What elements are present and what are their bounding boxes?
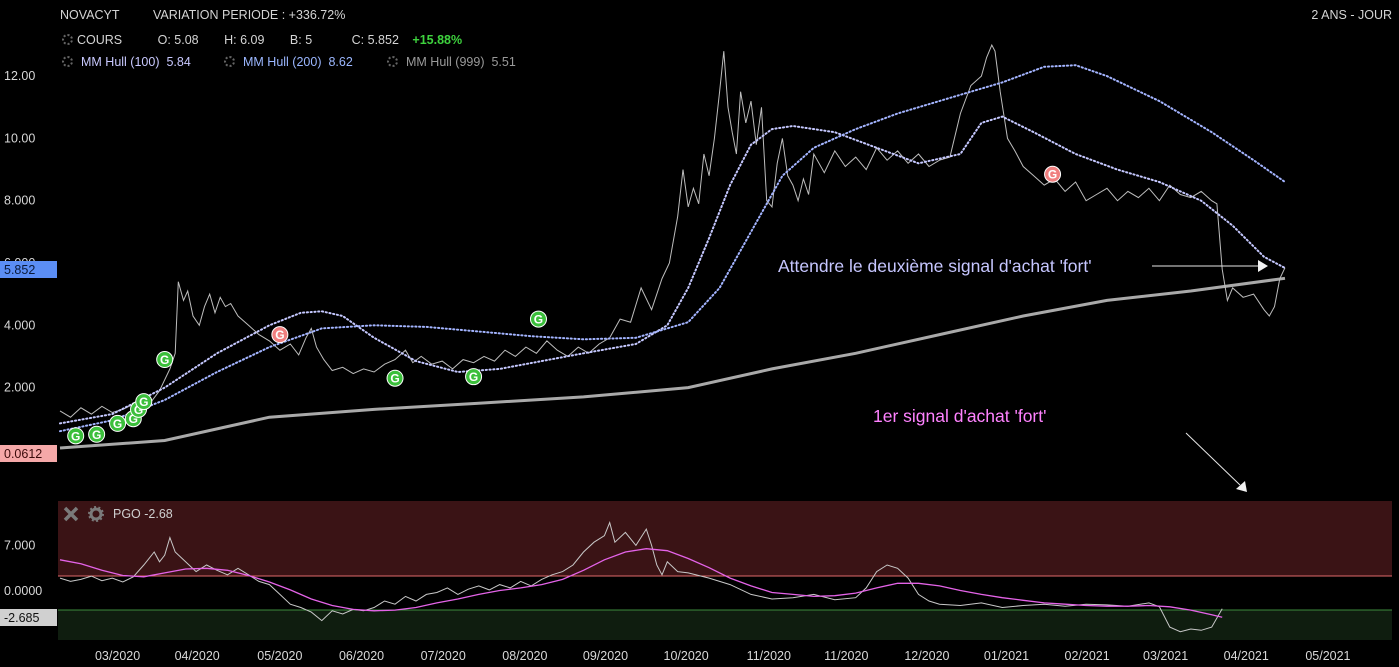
x-tick-label: 12/2020 [904,649,949,663]
variation-period: VARIATION PERIODE : +336.72% [153,8,346,22]
x-tick-label: 05/2021 [1305,649,1350,663]
annotation-first-signal: 1er signal d'achat 'fort' [873,406,1046,426]
svg-text:G: G [134,403,143,417]
x-tick-label: 09/2020 [583,649,628,663]
hull-100-label: MM Hull (100) [81,55,160,69]
hull-999-gear-icon[interactable] [387,56,398,67]
cours-row: COURS O: 5.08 H: 6.09 B: 5 C: 5.852 +15.… [62,33,466,47]
buy-signal-marker: G [88,425,106,443]
hull-200-label: MM Hull (200) [243,55,322,69]
buy-signal-marker: G [135,393,153,411]
hull-999-label: MM Hull (999) [406,55,485,69]
svg-text:G: G [469,370,478,384]
price-series [59,43,1286,418]
pgo-y-tick-label: 7.000 [4,538,35,552]
high-value: H: 6.09 [224,33,265,47]
hull-999-value: 5.51 [491,55,516,69]
x-tick-label: 05/2020 [257,649,302,663]
cours-gear-icon[interactable] [62,34,73,45]
hull-200-series [59,64,1286,433]
x-tick-label: 04/2021 [1224,649,1269,663]
x-tick-label: 02/2021 [1065,649,1110,663]
svg-text:G: G [92,428,101,442]
cours-label: COURS [77,33,123,47]
pgo-settings-gear-icon[interactable] [88,506,104,522]
x-tick-label: 01/2021 [984,649,1029,663]
x-tick-label: 11/2020 [747,649,791,663]
x-tick-label: 04/2020 [175,649,220,663]
pgo-overbought-zone [58,501,1392,576]
annotation-arrow-down [1185,432,1241,486]
x-tick-label: 03/2021 [1143,649,1188,663]
pgo-series [59,521,1223,633]
pgo-badge [0,609,57,626]
buy-signal-marker: G [465,368,483,386]
period-label[interactable]: 2 ANS - JOUR [1311,8,1392,22]
close-icon[interactable] [63,506,79,522]
sell-signal-marker: G [1044,165,1062,183]
y-tick-label: 8.000 [4,194,35,208]
arrowhead-down-icon [1236,481,1247,492]
svg-text:G: G [534,313,543,327]
price-badge [0,261,57,278]
x-axis: 03/2020 04/2020 05/2020 06/2020 07/2020 08/20… [95,649,1351,663]
svg-text:G: G [113,417,122,431]
y-tick-label: 12.00 [4,69,35,83]
hull-200-value: 8.62 [328,55,353,69]
sell-signal-marker: G [271,326,289,344]
pgo-badge-value: -2.685 [4,611,39,625]
y-tick-label: 4.000 [4,318,35,332]
open-value: O: 5.08 [157,33,199,47]
legend-hull-999: MM Hull (999) 5.51 [387,55,516,69]
x-tick-label: 07/2020 [421,649,466,663]
buy-signal-marker: G [386,369,404,387]
hull-100-value: 5.84 [166,55,191,69]
symbol: NOVACYT [60,8,120,22]
buy-signal-marker: G [156,351,174,369]
low-badge [0,445,57,462]
svg-text:G: G [71,429,80,443]
low-badge-value: 0.0612 [4,447,42,461]
hull-100-gear-icon[interactable] [62,56,73,67]
low-value: B: 5 [289,33,313,47]
pgo-y-axis: 7.000 0.0000 [4,538,42,598]
close-value: C: 5.852 [351,33,399,47]
change-value: +15.88% [412,33,463,47]
hull-999-series [59,276,1286,450]
svg-text:G: G [129,412,138,426]
x-tick-label: 08/2020 [502,649,547,663]
pgo-ma-series [59,548,1223,618]
annotation-second-signal: Attendre le deuxième signal d'achat 'for… [778,256,1092,276]
legend-hull-100: MM Hull (100) 5.84 [62,55,191,69]
y-tick-label: 10.00 [4,131,35,145]
svg-text:G: G [139,395,148,409]
x-tick-label: 06/2020 [339,649,384,663]
svg-text:G: G [390,372,399,386]
svg-text:G: G [1048,168,1057,182]
y-tick-label: 2.000 [4,381,35,395]
svg-text:G: G [275,328,284,342]
arrowhead-right-icon [1258,260,1268,272]
buy-signal-marker: G [109,414,127,432]
hull-100-series [59,115,1286,425]
x-tick-label: 03/2020 [95,649,140,663]
legend-hull-200: MM Hull (200) 8.62 [224,55,353,69]
hull-200-gear-icon[interactable] [224,56,235,67]
x-tick-label: 10/2020 [664,649,709,663]
pgo-oversold-zone [58,610,1392,640]
x-tick-label: 11/2020 [824,649,868,663]
price-badge-value: 5.852 [4,263,35,277]
pgo-y-tick-label: 0.0000 [4,584,42,598]
buy-signal-marker: G [67,427,85,445]
buy-signal-marker: G [529,310,547,328]
svg-text:G: G [160,353,169,367]
pgo-label: PGO -2.68 [113,507,173,521]
